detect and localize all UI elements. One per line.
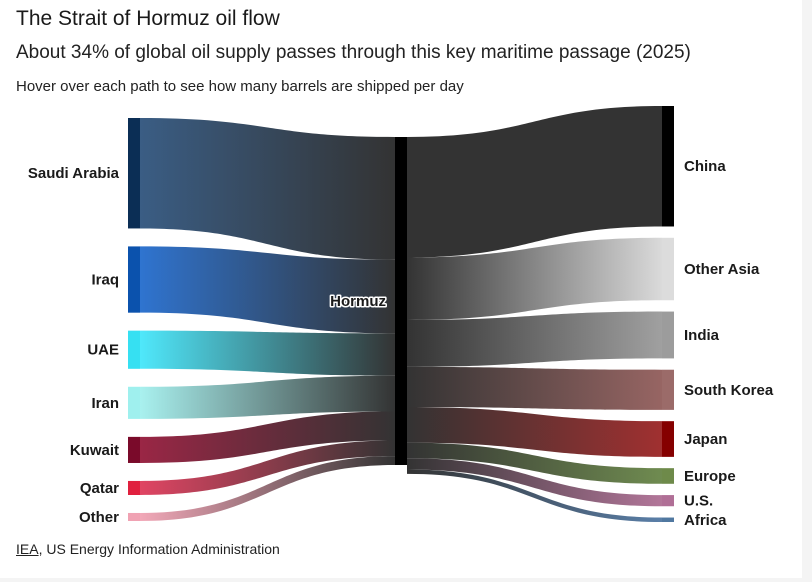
node-japan[interactable] [662, 421, 674, 457]
link-iraq-to-hormuz[interactable] [140, 246, 395, 334]
node-china[interactable] [662, 106, 674, 227]
label-hormuz: Hormuz [330, 293, 386, 310]
link-hormuz-to-europe[interactable] [407, 442, 662, 484]
link-hormuz-to-other-asia[interactable] [407, 237, 662, 320]
label-japan: Japan [684, 431, 727, 448]
node-iraq[interactable] [128, 246, 140, 313]
label-south-korea: South Korea [684, 382, 774, 399]
label-europe: Europe [684, 468, 736, 485]
link-hormuz-to-india[interactable] [407, 311, 662, 367]
label-iraq: Iraq [91, 272, 119, 289]
link-hormuz-to-u-s[interactable] [407, 458, 662, 507]
link-hormuz-to-china[interactable] [407, 106, 662, 258]
link-other-to-hormuz[interactable] [140, 456, 395, 521]
label-saudi-arabia: Saudi Arabia [28, 165, 120, 182]
node-hormuz[interactable] [395, 137, 407, 465]
node-africa[interactable] [662, 517, 674, 522]
label-india: India [684, 327, 720, 344]
node-uae[interactable] [128, 330, 140, 369]
chart-title: The Strait of Hormuz oil flow [16, 7, 280, 30]
link-qatar-to-hormuz[interactable] [140, 440, 395, 496]
link-hormuz-to-japan[interactable] [407, 406, 662, 457]
link-iran-to-hormuz[interactable] [140, 375, 395, 419]
label-china: China [684, 158, 726, 175]
source-link-iea[interactable]: IEA [16, 541, 39, 557]
node-u-s[interactable] [662, 495, 674, 507]
link-kuwait-to-hormuz[interactable] [140, 411, 395, 463]
label-qatar: Qatar [80, 480, 119, 497]
link-saudi-arabia-to-hormuz[interactable] [140, 118, 395, 260]
node-qatar[interactable] [128, 480, 140, 496]
node-other-asia[interactable] [662, 237, 674, 301]
node-iran[interactable] [128, 386, 140, 419]
label-other: Other [79, 509, 119, 526]
source-text: , US Energy Information Administration [38, 541, 280, 557]
chart-subtitle: About 34% of global oil supply passes th… [16, 42, 691, 63]
label-u-s: U.S. [684, 493, 713, 510]
source-note: IEA, US Energy Information Administratio… [16, 541, 280, 557]
link-hormuz-to-africa[interactable] [407, 469, 662, 522]
node-other[interactable] [128, 512, 140, 521]
node-south-korea[interactable] [662, 369, 674, 410]
hover-hint: Hover over each path to see how many bar… [16, 78, 464, 95]
label-uae: UAE [87, 342, 119, 359]
label-other-asia: Other Asia [684, 261, 760, 278]
label-kuwait: Kuwait [70, 442, 119, 459]
label-iran: Iran [91, 395, 119, 412]
link-hormuz-to-south-korea[interactable] [407, 366, 662, 410]
node-europe[interactable] [662, 468, 674, 484]
sankey-chart: Saudi Arabia Iraq UAE Iran Kuwait Qatar Other H… [28, 106, 774, 529]
label-africa: Africa [684, 512, 727, 529]
link-uae-to-hormuz[interactable] [140, 330, 395, 376]
node-saudi-arabia[interactable] [128, 118, 140, 229]
node-india[interactable] [662, 311, 674, 359]
node-kuwait[interactable] [128, 436, 140, 463]
